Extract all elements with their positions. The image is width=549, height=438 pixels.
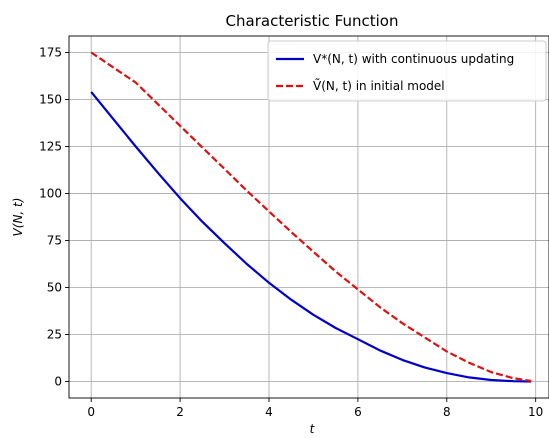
x-tick-label: 10 bbox=[528, 405, 543, 419]
x-axis-label: t bbox=[310, 422, 316, 434]
y-axis-label: V(N, t) bbox=[11, 198, 25, 237]
series-line-initial-model bbox=[90, 51, 532, 383]
y-tick-label: 175 bbox=[39, 45, 62, 59]
y-tick-label: 125 bbox=[39, 139, 62, 153]
x-tick-label: 4 bbox=[265, 405, 273, 419]
y-tick-label: 25 bbox=[47, 328, 62, 342]
chart-title: Characteristic Function bbox=[226, 12, 399, 30]
legend: V*(N, t) with continuous updating Ṽ(N, t… bbox=[267, 40, 547, 102]
y-tick-label: 0 bbox=[54, 375, 62, 389]
x-tick-label: 2 bbox=[176, 405, 184, 419]
legend-label-initial-model: Ṽ(N, t) in initial model bbox=[313, 78, 445, 93]
x-tick-label: 6 bbox=[354, 405, 362, 419]
x-tick-label: 0 bbox=[87, 405, 95, 419]
series-layer bbox=[90, 51, 532, 383]
x-tick-label: 8 bbox=[443, 405, 451, 419]
axes-frame bbox=[68, 35, 549, 399]
y-tick-label: 100 bbox=[39, 186, 62, 200]
y-tick-label: 150 bbox=[39, 92, 62, 106]
y-tick-label: 75 bbox=[47, 234, 62, 248]
legend-label-continuous-updating: V*(N, t) with continuous updating bbox=[313, 52, 514, 66]
y-tick-label: 50 bbox=[47, 281, 62, 295]
legend-frame bbox=[267, 40, 547, 102]
series-line-continuous-updating bbox=[90, 91, 532, 383]
